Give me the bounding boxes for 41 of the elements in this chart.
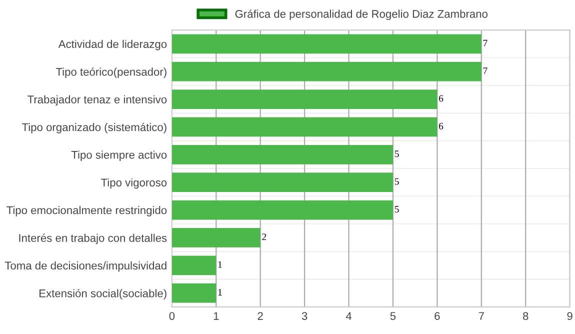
bar <box>172 200 393 220</box>
data-label: 6 <box>439 95 444 102</box>
y-tick-label: Extensión social(sociable) <box>40 289 166 300</box>
x-tick-label: 5 <box>390 312 396 320</box>
y-tick-label: Tipo siempre activo <box>71 150 167 161</box>
data-label: 7 <box>483 40 488 46</box>
x-tick-label: 3 <box>302 312 308 320</box>
x-tick-label: 6 <box>434 312 440 320</box>
x-tick-label: 8 <box>523 312 528 320</box>
bar <box>172 172 393 192</box>
y-tick-label: Tipo organizado (sistemático) <box>22 122 166 134</box>
bar <box>172 144 393 164</box>
x-tick-label: 1 <box>214 312 219 320</box>
y-tick-label: Tipo teórico(pensador) <box>56 68 166 78</box>
y-tick-label: Actividad de liderazgo <box>58 40 167 50</box>
legend-label: Gráfica de personalidad de Rogelio Diaz Zambrano <box>235 10 488 20</box>
y-tick-label: Tipo vigoroso <box>101 178 167 189</box>
data-label: 5 <box>394 178 399 185</box>
bar <box>172 117 438 137</box>
x-tick-label: 7 <box>478 312 484 320</box>
data-label: 5 <box>394 206 399 212</box>
data-label: 5 <box>394 150 399 158</box>
data-label: 6 <box>439 122 444 130</box>
data-label: 2 <box>262 234 266 240</box>
bar <box>172 228 260 248</box>
data-label: 1 <box>218 261 222 268</box>
data-label: 1 <box>218 289 222 296</box>
x-tick-label: 9 <box>567 312 572 320</box>
bar <box>172 34 482 54</box>
bar <box>172 283 216 303</box>
bar <box>172 256 216 276</box>
y-tick-label: Toma de decisiones/impulsividad <box>4 261 166 272</box>
bar <box>172 90 438 109</box>
y-tick-label: Trabajador tenaz e intensivo <box>28 95 167 106</box>
x-tick-label: 2 <box>258 312 263 320</box>
y-tick-label: Tipo emocionalmente restringido <box>6 206 167 216</box>
x-tick-label: 4 <box>346 312 352 320</box>
bar <box>172 62 482 82</box>
y-tick-label: Interés en trabajo con detalles <box>19 234 167 244</box>
x-tick-label: 0 <box>169 312 175 320</box>
data-label: 7 <box>483 68 488 74</box>
